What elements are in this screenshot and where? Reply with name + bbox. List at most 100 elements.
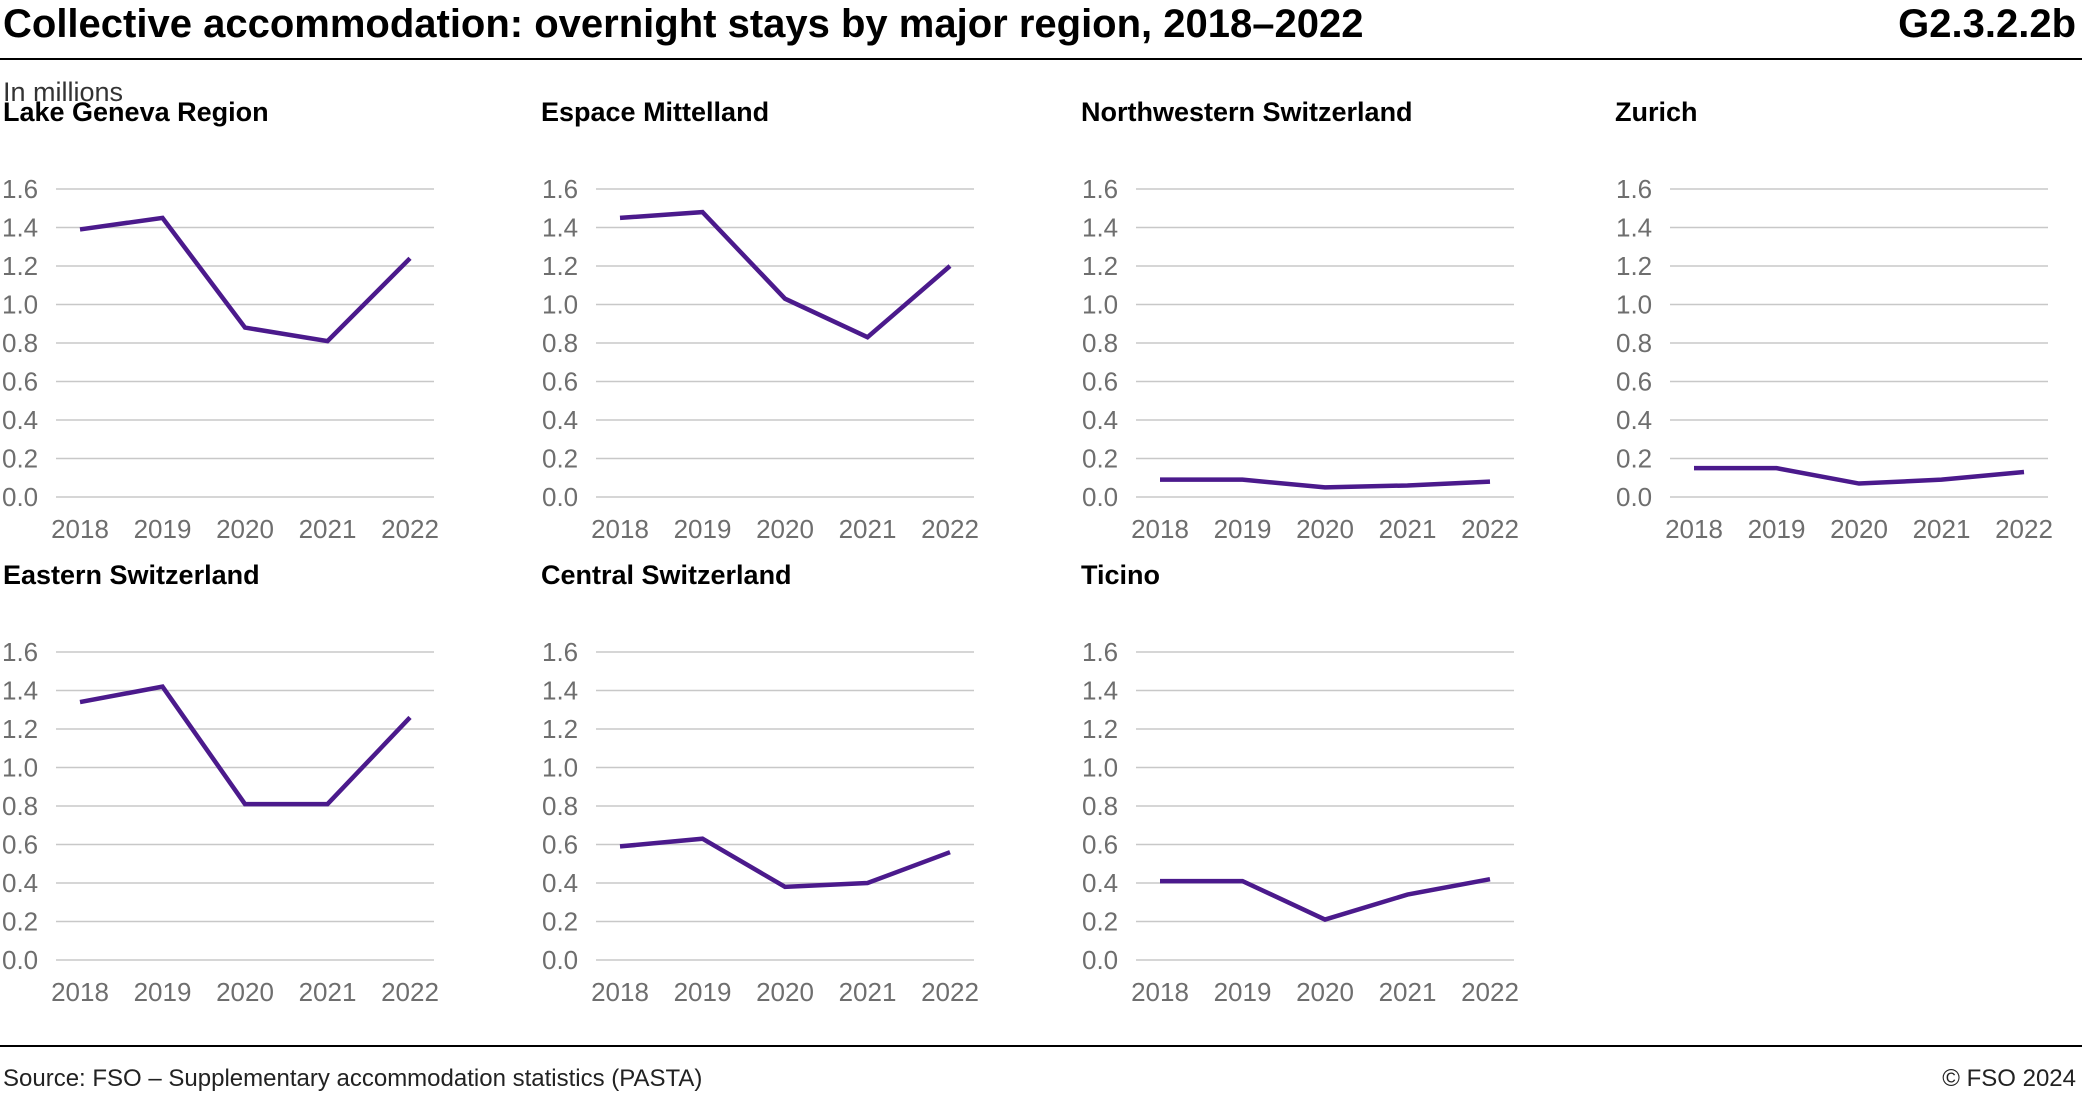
y-tick-label: 0.8 [1082, 791, 1118, 821]
y-tick-label: 0.6 [1616, 367, 1652, 397]
y-tick-label: 0.2 [2, 444, 38, 474]
series-line [79, 684, 412, 807]
y-tick-label: 1.4 [542, 676, 578, 706]
y-tick-label: 0.0 [542, 945, 578, 975]
data-point [947, 849, 953, 855]
y-tick-label: 0.4 [1082, 405, 1118, 435]
x-tick-label: 2022 [1461, 977, 1519, 1007]
y-tick-label: 0.0 [1082, 945, 1118, 975]
series-line [619, 836, 951, 890]
data-point [1774, 465, 1780, 471]
panel-title-espace-mittelland: Espace Mittelland [541, 97, 770, 127]
data-point [77, 699, 83, 705]
y-tick-label: 0.2 [1082, 907, 1118, 937]
data-point [1691, 465, 1697, 471]
y-tick-label: 0.0 [1616, 482, 1652, 512]
series-line [79, 215, 412, 344]
x-tick-label: 2020 [1830, 514, 1888, 544]
panel-title-lake-geneva: Lake Geneva Region [3, 97, 269, 127]
x-tick-label: 2021 [299, 514, 357, 544]
y-tick-label: 1.2 [1082, 714, 1118, 744]
x-tick-label: 2022 [1461, 514, 1519, 544]
y-tick-label: 0.2 [542, 907, 578, 937]
y-tick-label: 1.6 [1082, 174, 1118, 204]
series-line [1160, 477, 1491, 490]
chart-title: Collective accommodation: overnight stay… [3, 2, 1364, 46]
panel-6: 1.6 1.4 1.2 1.0 0.8 0.6 0.4 0.2 0.0 2018 2019 2020 2… [1082, 637, 1519, 1007]
y-tick-label: 0.4 [2, 868, 38, 898]
data-point [160, 684, 166, 690]
data-point [1405, 892, 1411, 898]
y-tick-label: 1.2 [1616, 251, 1652, 281]
data-point [700, 209, 706, 215]
top-divider [0, 58, 2082, 60]
data-point [77, 226, 83, 232]
panel-1: 1.6 1.4 1.2 1.0 0.8 0.6 0.4 0.2 0.0 2018 2019 2020 2… [542, 174, 979, 544]
x-tick-label: 2021 [1913, 514, 1971, 544]
y-tick-label: 0.8 [2, 328, 38, 358]
y-tick-label: 1.4 [1616, 213, 1652, 243]
data-point [782, 884, 788, 890]
x-tick-label: 2019 [134, 977, 192, 1007]
data-point [1157, 477, 1163, 483]
y-tick-label: 1.0 [1082, 753, 1118, 783]
y-tick-label: 0.2 [1616, 444, 1652, 474]
y-tick-label: 1.6 [1616, 174, 1652, 204]
x-tick-label: 2018 [1131, 514, 1189, 544]
data-point [1939, 477, 1945, 483]
x-tick-label: 2018 [1665, 514, 1723, 544]
data-point [407, 714, 413, 720]
x-tick-label: 2020 [1296, 977, 1354, 1007]
y-tick-label: 1.0 [2, 290, 38, 320]
data-point [865, 880, 871, 886]
series-line [1160, 876, 1491, 922]
y-tick-label: 0.6 [542, 830, 578, 860]
panel-2: 1.6 1.4 1.2 1.0 0.8 0.6 0.4 0.2 0.0 2018 2019 2020 2… [1082, 174, 1519, 544]
y-tick-label: 0.8 [2, 791, 38, 821]
x-tick-label: 2018 [591, 977, 649, 1007]
data-point [1856, 481, 1862, 487]
x-tick-label: 2019 [674, 977, 732, 1007]
y-tick-label: 0.6 [2, 367, 38, 397]
y-tick-label: 1.4 [2, 213, 38, 243]
y-tick-label: 0.0 [2, 945, 38, 975]
y-tick-label: 0.6 [2, 830, 38, 860]
y-tick-label: 0.6 [1082, 830, 1118, 860]
data-point [1240, 878, 1246, 884]
y-tick-label: 0.8 [542, 791, 578, 821]
data-point [782, 296, 788, 302]
y-tick-label: 1.4 [1082, 213, 1118, 243]
data-point [242, 325, 248, 331]
x-tick-label: 2019 [674, 514, 732, 544]
y-tick-label: 1.0 [542, 290, 578, 320]
x-tick-label: 2018 [51, 977, 109, 1007]
x-tick-label: 2021 [299, 977, 357, 1007]
y-tick-label: 0.4 [2, 405, 38, 435]
y-tick-label: 1.0 [2, 753, 38, 783]
y-tick-label: 1.2 [2, 251, 38, 281]
copyright-note: © FSO 2024 [1942, 1065, 2076, 1092]
data-point [407, 255, 413, 261]
data-point [325, 338, 331, 344]
y-tick-label: 1.0 [1082, 290, 1118, 320]
y-tick-label: 1.2 [542, 714, 578, 744]
x-tick-label: 2022 [381, 514, 439, 544]
y-tick-label: 0.8 [1616, 328, 1652, 358]
y-tick-label: 0.6 [1082, 367, 1118, 397]
x-tick-label: 2018 [1131, 977, 1189, 1007]
data-point [1322, 484, 1328, 490]
y-tick-label: 1.6 [542, 637, 578, 667]
series-line [1694, 465, 2025, 486]
panel-4: 1.6 1.4 1.2 1.0 0.8 0.6 0.4 0.2 0.0 2018 2019 2020 2… [2, 637, 439, 1007]
y-tick-label: 1.4 [1082, 676, 1118, 706]
bottom-divider [0, 1045, 2082, 1047]
unit-label: In millions [3, 77, 124, 107]
y-tick-label: 1.2 [1082, 251, 1118, 281]
data-point [617, 843, 623, 849]
y-tick-label: 1.4 [2, 676, 38, 706]
y-tick-label: 0.0 [542, 482, 578, 512]
x-tick-label: 2020 [756, 514, 814, 544]
y-tick-label: 0.6 [542, 367, 578, 397]
y-tick-label: 0.8 [542, 328, 578, 358]
data-point [1157, 878, 1163, 884]
